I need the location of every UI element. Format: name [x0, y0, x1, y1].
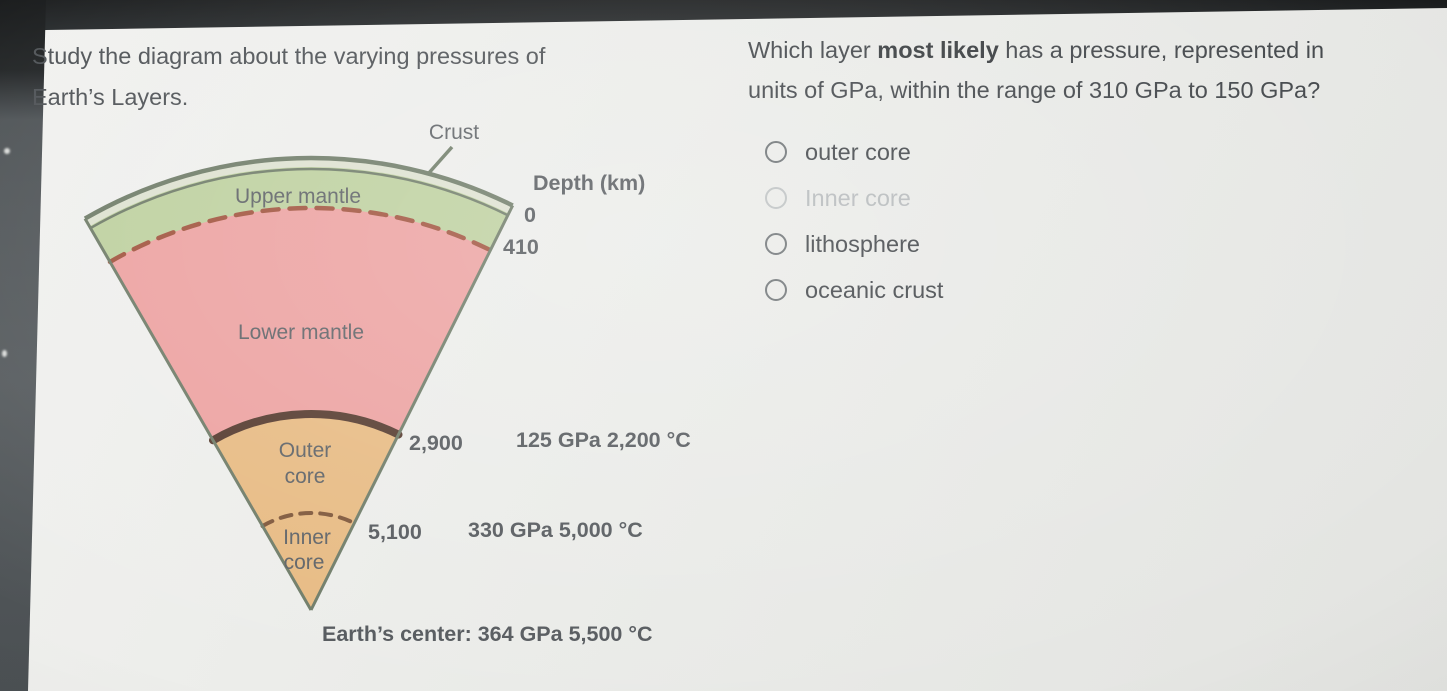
- question-line1-post: has a pressure, represented in: [998, 37, 1325, 63]
- crust-band: [86, 160, 512, 227]
- lower-mantle-region: [110, 207, 491, 610]
- crust-leader-line: [426, 145, 454, 176]
- option-label-inner-core[interactable]: Inner core: [805, 184, 911, 211]
- radio-inner-core[interactable]: [765, 187, 787, 209]
- label-outer-core-line1: Outer: [279, 439, 332, 462]
- earth-layers-diagram: Crust Upper mantle Lower mantle Outer co…: [83, 121, 691, 646]
- prompt-line-1: Study the diagram about the varying pres…: [32, 43, 546, 69]
- option-label-lithosphere[interactable]: lithosphere: [805, 230, 920, 257]
- depth-axis-label: Depth (km): [533, 171, 645, 195]
- option-outer-core[interactable]: outer core: [765, 138, 943, 165]
- depth-tick-2900: 2,900: [409, 431, 463, 455]
- prompt-text: Study the diagram about the varying pres…: [32, 36, 692, 118]
- question-line1-pre: Which layer: [748, 37, 878, 63]
- options-list: outer core Inner core lithosphere oceani…: [765, 138, 944, 324]
- boundary-2900: [209, 410, 403, 445]
- pressure-at-2900: 125 GPa 2,200 °C: [516, 428, 691, 452]
- depth-tick-410: 410: [503, 235, 539, 259]
- option-label-outer-core[interactable]: outer core: [805, 138, 911, 165]
- crust-outer-arc: [83, 155, 514, 221]
- pressure-at-5100: 330 GPa 5,000 °C: [468, 518, 643, 542]
- reflection-speck: [4, 148, 10, 154]
- boundary-5100-dashed: [260, 511, 357, 528]
- wedge-left-edge: [83, 217, 313, 611]
- earths-center-label: Earth’s center: 364 GPa 5,500 °C: [322, 622, 652, 646]
- crust-inner-arc: [89, 167, 509, 230]
- question-line-1: Which layer most likely has a pressure, …: [748, 30, 1440, 70]
- reflection-speck: [2, 350, 7, 357]
- radio-oceanic-crust[interactable]: [765, 279, 787, 301]
- question-line-2: units of GPa, within the range of 310 GP…: [748, 77, 1321, 103]
- label-crust: Crust: [429, 121, 479, 144]
- label-outer-core-line2: core: [285, 465, 326, 488]
- option-label-oceanic-crust[interactable]: oceanic crust: [805, 276, 944, 303]
- label-upper-mantle: Upper mantle: [235, 185, 361, 208]
- depth-tick-0: 0: [524, 203, 536, 227]
- depth-tick-5100: 5,100: [368, 520, 422, 544]
- radio-lithosphere[interactable]: [765, 233, 787, 255]
- radio-outer-core[interactable]: [765, 141, 787, 163]
- option-oceanic-crust[interactable]: oceanic crust: [765, 276, 944, 303]
- label-inner-core-line2: core: [284, 551, 325, 574]
- question-line1-bold: most likely: [877, 37, 999, 63]
- question-text: Which layer most likely has a pressure, …: [748, 30, 1440, 110]
- option-inner-core[interactable]: Inner core: [765, 184, 943, 211]
- wedge-right-edge: [309, 204, 515, 611]
- boundary-410-dashed: [107, 205, 493, 265]
- option-lithosphere[interactable]: lithosphere: [765, 230, 943, 257]
- label-lower-mantle: Lower mantle: [238, 321, 364, 344]
- prompt-line-2: Earth’s Layers.: [32, 84, 189, 110]
- label-inner-core-line1: Inner: [283, 526, 331, 549]
